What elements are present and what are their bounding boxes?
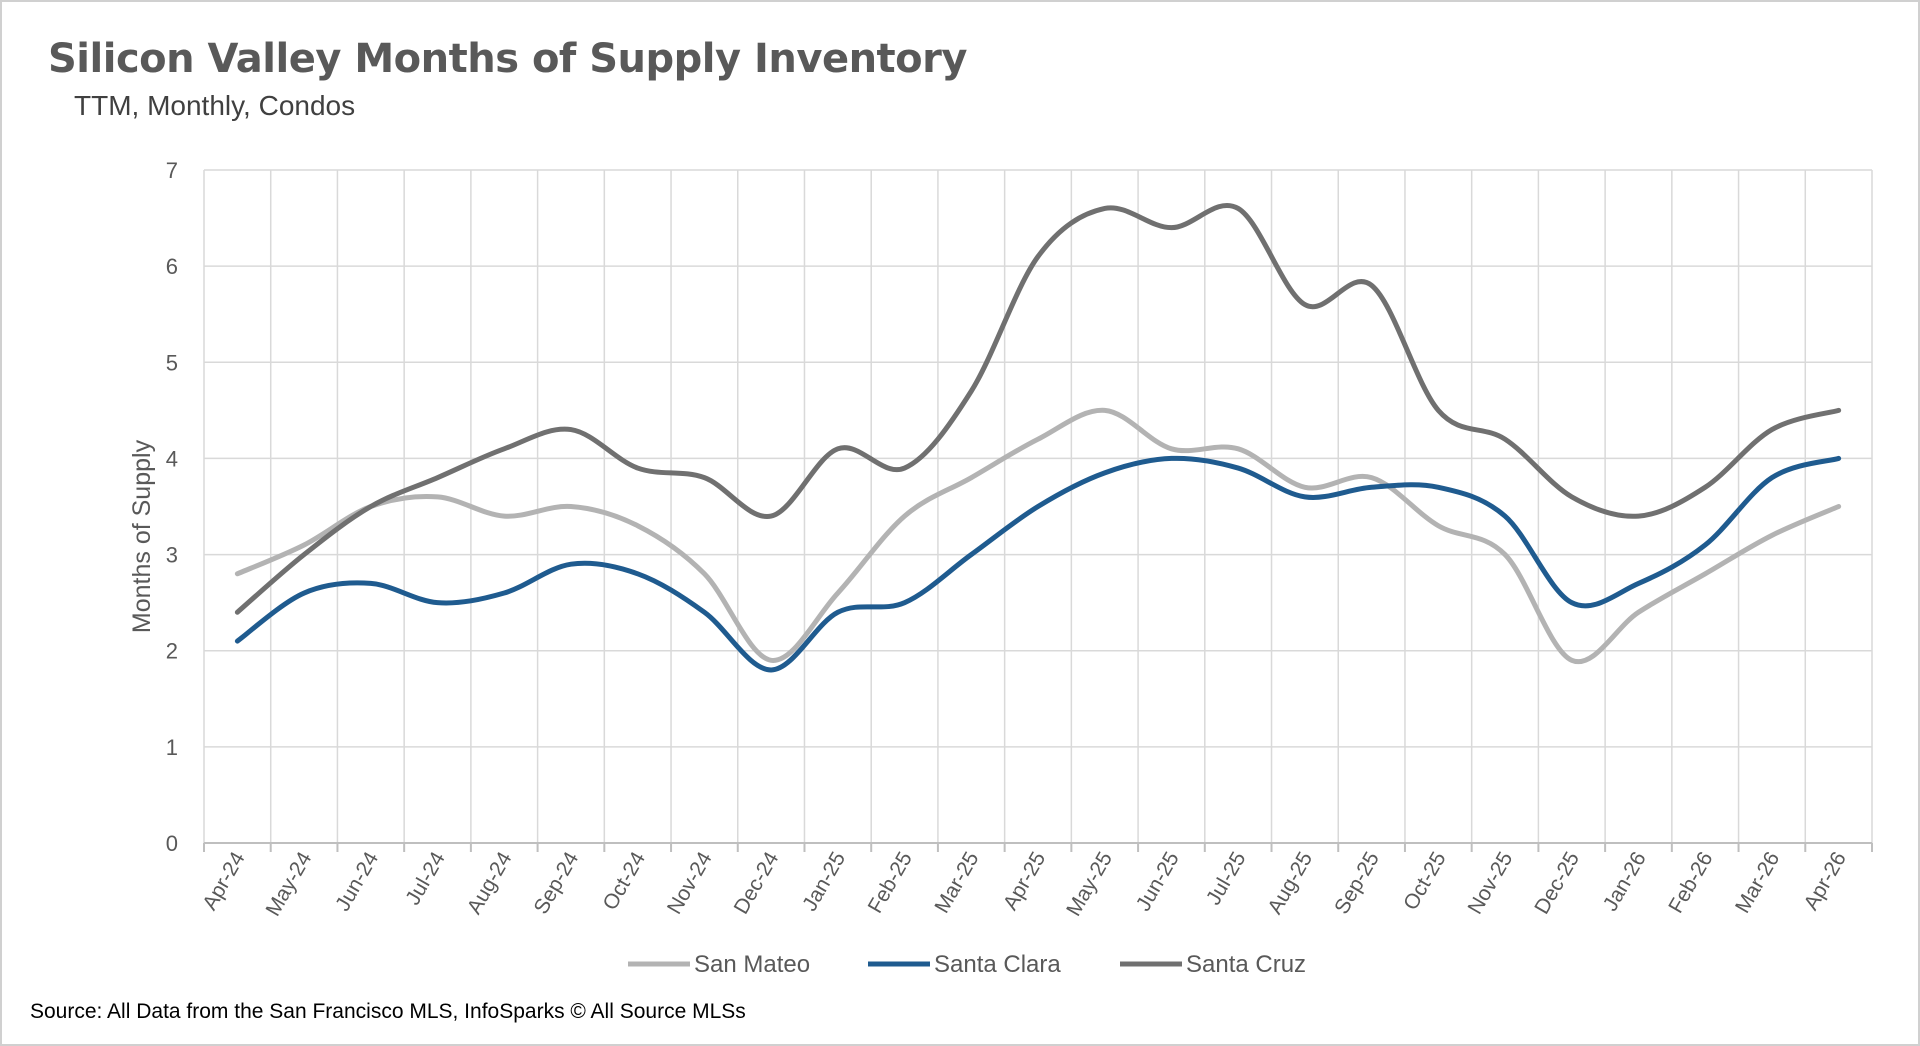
x-tick-label: Jun-24 [331,848,383,915]
x-tick-label: Sep-24 [530,848,584,918]
y-tick-label: 4 [166,446,178,471]
x-tick-label: Dec-25 [1530,848,1584,918]
x-tick-label: May-24 [261,848,316,920]
gridlines [203,169,1873,852]
legend: San Mateo Santa Clara Santa Cruz [628,951,1306,978]
x-tick-label: Apr-25 [999,848,1050,914]
x-tick-label: Jan-26 [1599,848,1651,915]
x-tick-label: Aug-25 [1263,848,1317,918]
series-line-santa-clara [234,455,1842,673]
legend-label: Santa Cruz [1186,951,1306,978]
x-tick-label: Jul-24 [401,848,450,909]
y-tick-label: 5 [166,350,178,375]
series-lines [234,203,1842,673]
series-line-santa-cruz [234,203,1842,615]
y-tick-label: 7 [166,158,178,183]
x-tick-label: Apr-26 [1800,848,1851,914]
x-tick-label: Mar-25 [930,848,983,917]
chart-title: Silicon Valley Months of Supply Inventor… [48,36,967,82]
y-axis-title: Months of Supply [128,439,156,633]
y-tick-label: 2 [166,639,178,664]
x-tick-label: Nov-25 [1464,848,1518,918]
y-tick-label: 0 [166,831,178,856]
x-tick-label: Aug-24 [463,848,517,918]
y-tick-label: 1 [166,735,178,760]
source-note: Source: All Data from the San Francisco … [30,1000,746,1023]
x-tick-label: Dec-24 [730,848,784,918]
x-tick-label: Oct-24 [599,848,651,914]
chart-subtitle: TTM, Monthly, Condos [74,90,356,121]
x-axis-ticks: Apr-24 May-24 Jun-24 Jul-24 Aug-24 Sep-24 Oct-… [198,848,1851,920]
x-tick-label: Feb-26 [1664,848,1717,917]
x-tick-label: Feb-25 [864,848,917,917]
series-line-san-mateo [234,407,1842,665]
y-tick-label: 3 [166,543,178,568]
x-tick-label: Sep-25 [1330,848,1384,918]
x-tick-label: Nov-24 [663,848,717,918]
x-tick-label: Oct-25 [1399,848,1450,914]
x-tick-label: Jul-25 [1202,848,1251,909]
x-tick-label: Jan-25 [798,848,850,915]
x-tick-label: May-25 [1062,848,1117,920]
legend-label: San Mateo [694,951,810,978]
y-tick-label: 6 [166,254,178,279]
y-axis-ticks: 0 1 2 3 4 5 6 7 [166,158,178,856]
x-tick-label: Jun-25 [1132,848,1184,915]
legend-label: Santa Clara [934,951,1061,978]
x-tick-label: Apr-24 [198,848,250,914]
x-tick-label: Mar-26 [1731,848,1784,917]
